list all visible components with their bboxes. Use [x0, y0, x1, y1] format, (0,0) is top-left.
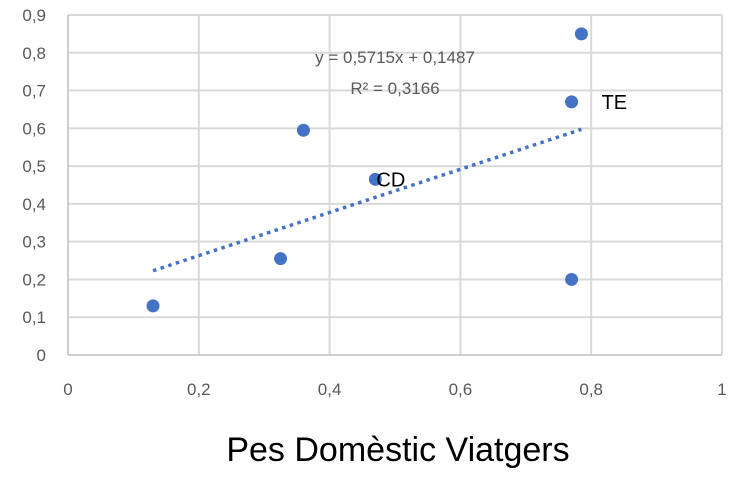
- data-point: [574, 27, 588, 41]
- data-point-label: CD: [376, 169, 405, 191]
- x-tick-label: 0,8: [579, 380, 603, 399]
- labels-layer: 0 0,1 0,2 0,3 0,4 0,5 0,6 0,7 0,8 0,9 0 0,2 0,4 0,6 0,…: [22, 6, 726, 399]
- x-axis-title: Pes Domèstic Viatgers: [226, 431, 569, 469]
- data-point: [296, 123, 310, 137]
- text-layer: y = 0,5715x + 0,1487 R² = 0,3166 Pes Dom…: [226, 48, 569, 469]
- data-point: [274, 252, 288, 266]
- data-point: [565, 272, 579, 286]
- data-point: [565, 95, 579, 109]
- y-tick-label: 0: [37, 346, 46, 365]
- y-tick-label: 0,2: [22, 270, 46, 289]
- x-tick-label: 0,6: [449, 380, 473, 399]
- data-point-label: TE: [602, 92, 628, 114]
- x-tick-label: 1: [717, 380, 726, 399]
- x-tick-label: 0: [63, 380, 72, 399]
- y-tick-label: 0,1: [22, 308, 46, 327]
- y-tick-label: 0,8: [22, 44, 46, 63]
- trendline-equation: y = 0,5715x + 0,1487: [315, 48, 475, 67]
- data-points-layer: [146, 27, 588, 313]
- x-tick-label: 0,2: [187, 380, 211, 399]
- trendline-layer: [152, 127, 582, 273]
- data-point: [368, 172, 382, 186]
- x-tick-label: 0,4: [318, 380, 342, 399]
- y-tick-label: 0,5: [22, 157, 46, 176]
- data-point: [146, 299, 160, 313]
- y-tick-label: 0,4: [22, 195, 46, 214]
- y-tick-label: 0,9: [22, 6, 46, 25]
- y-tick-label: 0,7: [22, 82, 46, 101]
- trendline-r-squared: R² = 0,3166: [350, 79, 439, 98]
- y-tick-label: 0,6: [22, 119, 46, 138]
- y-tick-label: 0,3: [22, 233, 46, 252]
- grid-layer: [67, 14, 723, 356]
- trendline: [152, 127, 582, 273]
